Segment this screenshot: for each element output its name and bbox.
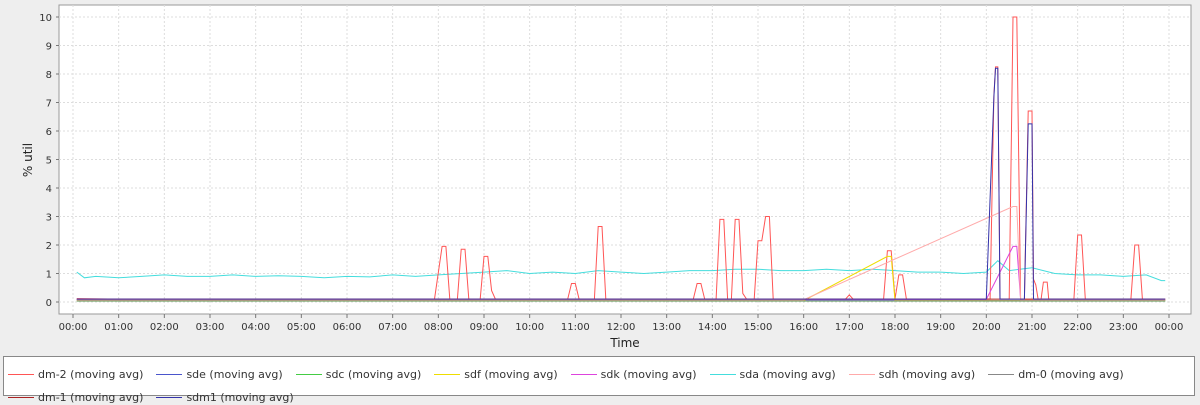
series-line-dm-2 (76, 16, 1166, 300)
y-tick-label: 6 (46, 127, 52, 138)
legend-swatch (156, 374, 183, 375)
legend-item-sdh: sdh (moving avg) (848, 367, 976, 383)
x-tick-label: 03:00 (196, 322, 225, 333)
y-axis-ticks: 0 1 2 3 4 5 6 7 8 9 10 (39, 13, 59, 309)
y-tick-label: 9 (46, 42, 52, 53)
legend-label: sdf (moving avg) (464, 368, 558, 381)
x-tick-label: 00:00 (1155, 322, 1184, 333)
x-tick-label: 00:00 (59, 322, 88, 333)
legend-swatch (434, 374, 461, 375)
grid (59, 5, 1191, 314)
legend-label: sdc (moving avg) (325, 368, 422, 381)
legend-item-sda: sda (moving avg) (709, 367, 836, 383)
x-tick-label: 09:00 (470, 322, 499, 333)
legend: dm-2 (moving avg) sde (moving avg) sdc (mo… (3, 356, 1195, 404)
x-tick-label: 17:00 (835, 322, 864, 333)
legend-label: sde (moving avg) (186, 368, 283, 381)
y-tick-label: 7 (46, 99, 52, 110)
legend-swatch (570, 374, 597, 375)
x-tick-label: 19:00 (926, 322, 955, 333)
y-tick-label: 3 (46, 213, 52, 224)
x-tick-label: 01:00 (104, 322, 133, 333)
legend-swatch (8, 374, 34, 375)
x-tick-label: 10:00 (515, 322, 544, 333)
x-axis-ticks: 00:00 01:00 02:00 03:00 04:00 05:00 06:00 07:00… (59, 314, 1184, 333)
y-tick-label: 0 (46, 298, 52, 309)
series-line-sdm1 (76, 67, 1166, 300)
legend-item-dm-1: dm-1 (moving avg) (8, 389, 143, 405)
legend-item-sdm1: sdm1 (moving avg) (156, 389, 294, 405)
y-axis-label: % util (21, 143, 35, 177)
y-tick-label: 1 (46, 270, 52, 281)
legend-item-sdc: sdc (moving avg) (295, 367, 422, 383)
x-tick-label: 13:00 (652, 322, 681, 333)
legend-label: sdh (moving avg) (878, 368, 976, 381)
legend-item-dm-2: dm-2 (moving avg) (8, 367, 143, 383)
chart-svg: 0 1 2 3 4 5 6 7 8 9 10 00:00 01:00 02:00 03:00 04:00 05… (21, 4, 1192, 350)
x-tick-label: 11:00 (561, 322, 590, 333)
y-tick-label: 10 (39, 13, 52, 24)
x-tick-label: 07:00 (378, 322, 407, 333)
legend-swatch (848, 374, 875, 375)
x-tick-label: 22:00 (1063, 322, 1092, 333)
legend-label: sda (moving avg) (739, 368, 836, 381)
legend-item-sdf: sdf (moving avg) (434, 367, 558, 383)
y-tick-label: 5 (46, 156, 52, 167)
x-tick-label: 18:00 (881, 322, 910, 333)
x-tick-label: 16:00 (789, 322, 818, 333)
x-tick-label: 15:00 (744, 322, 773, 333)
x-tick-label: 21:00 (1018, 322, 1047, 333)
legend-swatch (709, 374, 736, 375)
legend-swatch (8, 396, 34, 398)
y-tick-label: 4 (46, 184, 52, 195)
legend-label: dm-1 (moving avg) (38, 390, 144, 404)
y-tick-label: 2 (46, 241, 52, 252)
legend-item-sde: sde (moving avg) (156, 367, 283, 383)
legend-label: dm-2 (moving avg) (38, 368, 144, 381)
x-tick-label: 23:00 (1109, 322, 1138, 333)
legend-item-dm-0: dm-0 (moving avg) (988, 367, 1124, 383)
series-lines (76, 16, 1166, 302)
legend-item-sdk: sdk (moving avg) (570, 367, 697, 383)
legend-label: sdk (moving avg) (600, 368, 697, 381)
legend-swatch (156, 396, 183, 398)
x-tick-label: 04:00 (241, 322, 270, 333)
x-tick-label: 20:00 (972, 322, 1001, 333)
x-tick-label: 05:00 (287, 322, 316, 333)
legend-swatch (988, 374, 1015, 375)
x-tick-label: 02:00 (150, 322, 179, 333)
y-tick-label: 8 (46, 70, 52, 81)
x-tick-label: 08:00 (424, 322, 453, 333)
x-axis-label: Time (609, 336, 639, 350)
legend-label: sdm1 (moving avg) (186, 390, 294, 404)
x-tick-label: 12:00 (607, 322, 636, 333)
legend-swatch (295, 374, 322, 375)
series-line-sdh (76, 206, 1166, 301)
x-tick-label: 14:00 (698, 322, 727, 333)
x-tick-label: 06:00 (333, 322, 362, 333)
legend-label: dm-0 (moving avg) (1018, 368, 1124, 381)
